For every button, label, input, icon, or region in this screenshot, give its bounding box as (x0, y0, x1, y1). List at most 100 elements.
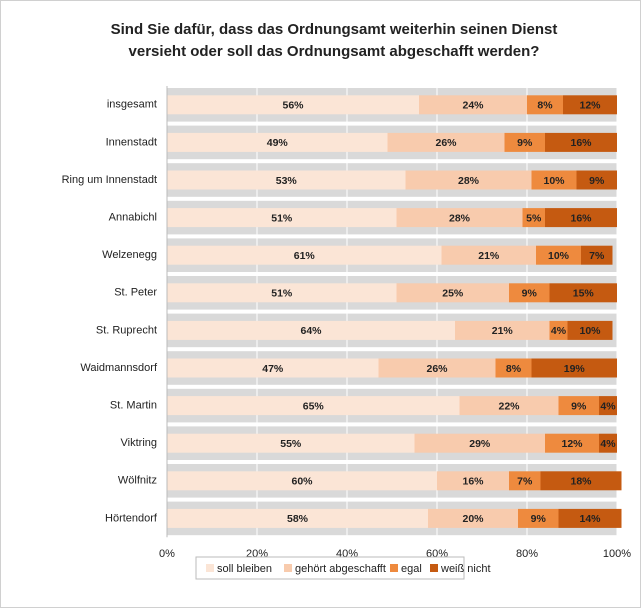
bar-segment (540, 471, 622, 491)
y-tick-label: St. Ruprecht (96, 324, 157, 336)
value-label: 60% (291, 476, 313, 488)
value-label: 28% (458, 175, 480, 187)
value-label: 12% (561, 438, 583, 450)
bar-segment (527, 95, 563, 115)
value-label: 18% (570, 476, 592, 488)
legend-swatch (390, 564, 398, 572)
value-label: 5% (526, 212, 542, 224)
value-label: 64% (300, 325, 322, 337)
value-label: 24% (462, 100, 484, 112)
bar-segment (518, 508, 559, 528)
y-tick-label: St. Peter (114, 287, 157, 299)
legend-label: egal (401, 563, 422, 575)
legend-label: weiß nicht (440, 563, 491, 575)
bar-segment (549, 283, 617, 303)
bar-segment (545, 132, 617, 152)
legend-box (195, 556, 465, 580)
value-label: 58% (287, 513, 309, 525)
value-label: 9% (589, 175, 605, 187)
y-tick-label: St. Martin (110, 400, 157, 412)
chart-title: Sind Sie dafür, dass das Ordnungsamt wei… (111, 21, 558, 38)
bar-segment (567, 320, 613, 340)
value-label: 4% (600, 438, 616, 450)
bar-segment (437, 471, 509, 491)
value-label: 21% (492, 325, 514, 337)
value-label: 56% (282, 100, 304, 112)
y-tick-label: Annabichl (109, 212, 157, 224)
value-label: 15% (573, 288, 595, 300)
value-label: 61% (294, 250, 316, 262)
value-label: 9% (571, 400, 587, 412)
y-tick-label: Wölfnitz (118, 475, 157, 487)
bar-segment (459, 396, 559, 416)
value-label: 4% (551, 325, 567, 337)
bar-segment (531, 358, 617, 378)
value-label: 28% (449, 212, 471, 224)
bar-segment (549, 320, 568, 340)
bar-segment (558, 396, 599, 416)
value-label: 49% (267, 137, 289, 149)
x-tick-label: 80% (516, 548, 538, 560)
bar-segment (558, 508, 622, 528)
bar-segment (581, 245, 613, 265)
bar-segment (455, 320, 550, 340)
x-tick-label: 0% (159, 548, 175, 560)
legend-label: soll bleiben (217, 563, 272, 575)
bar-segment (531, 170, 577, 190)
value-label: 65% (303, 400, 325, 412)
bar-segment (545, 433, 599, 453)
y-tick-label: Hörtendorf (105, 512, 158, 524)
bar-segment (414, 433, 545, 453)
value-label: 7% (517, 476, 533, 488)
bar-segment (599, 396, 617, 416)
value-label: 26% (426, 363, 448, 375)
value-label: 10% (548, 250, 570, 262)
bar-segment (167, 320, 455, 340)
bar-segment (545, 208, 617, 228)
value-label: 9% (517, 137, 533, 149)
bar-segment (509, 283, 550, 303)
y-tick-label: Waidmannsdorf (80, 362, 158, 374)
x-tick-label: 100% (603, 548, 631, 560)
bar-segment (378, 358, 496, 378)
bar-segment (576, 170, 617, 190)
value-label: 7% (589, 250, 605, 262)
bar-segment (167, 471, 437, 491)
value-label: 14% (579, 513, 601, 525)
bar-segment (536, 245, 581, 265)
value-label: 20% (462, 513, 484, 525)
value-label: 8% (506, 363, 522, 375)
value-label: 10% (579, 325, 601, 337)
chart-title: versieht oder soll das Ordnungsamt abges… (129, 43, 540, 60)
bar-segment (428, 508, 518, 528)
value-label: 16% (570, 212, 592, 224)
y-tick-label: insgesamt (107, 99, 157, 111)
value-label: 12% (579, 100, 601, 112)
value-label: 19% (564, 363, 586, 375)
value-label: 26% (435, 137, 457, 149)
bar-segment (396, 283, 509, 303)
value-label: 29% (469, 438, 491, 450)
legend-swatch (206, 564, 214, 572)
value-label: 8% (537, 100, 553, 112)
bar-segment (167, 508, 428, 528)
bar-segment (405, 170, 532, 190)
value-label: 53% (276, 175, 298, 187)
y-tick-label: Innenstadt (106, 136, 157, 148)
bar-segment (167, 358, 379, 378)
bar-segment (522, 208, 545, 228)
bar-segment (167, 396, 460, 416)
value-label: 55% (280, 438, 302, 450)
bar-segment (563, 95, 617, 115)
bar-segment (167, 283, 397, 303)
bar-segment (495, 358, 532, 378)
bar-segment (167, 208, 397, 228)
value-label: 47% (262, 363, 284, 375)
bar-segment (419, 95, 527, 115)
bar-segment (504, 132, 545, 152)
bar-segment (387, 132, 505, 152)
bar-segment (167, 95, 419, 115)
bar-segment (167, 132, 388, 152)
bar-segment (396, 208, 523, 228)
